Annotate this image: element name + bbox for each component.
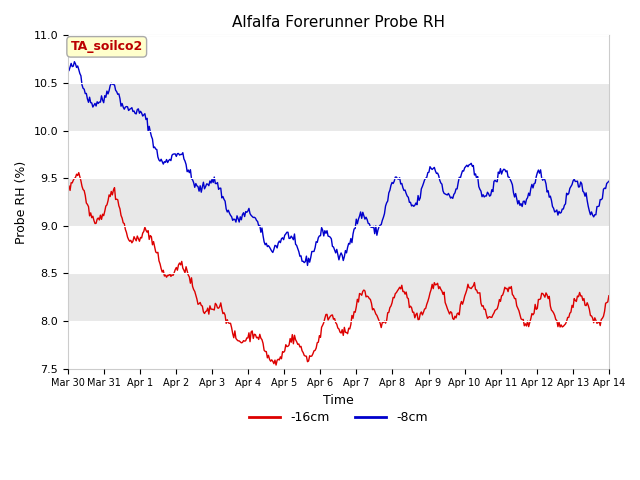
Title: Alfalfa Forerunner Probe RH: Alfalfa Forerunner Probe RH	[232, 15, 445, 30]
Bar	[68, 83, 609, 131]
Y-axis label: Probe RH (%): Probe RH (%)	[15, 160, 28, 243]
Bar	[68, 273, 609, 321]
Bar	[68, 178, 609, 226]
X-axis label: Time: Time	[323, 394, 354, 407]
Bar	[68, 131, 609, 178]
Bar	[68, 36, 609, 83]
Legend: -16cm, -8cm: -16cm, -8cm	[244, 406, 433, 429]
Text: TA_soilco2: TA_soilco2	[70, 40, 143, 53]
Bar	[68, 321, 609, 369]
Bar	[68, 226, 609, 273]
